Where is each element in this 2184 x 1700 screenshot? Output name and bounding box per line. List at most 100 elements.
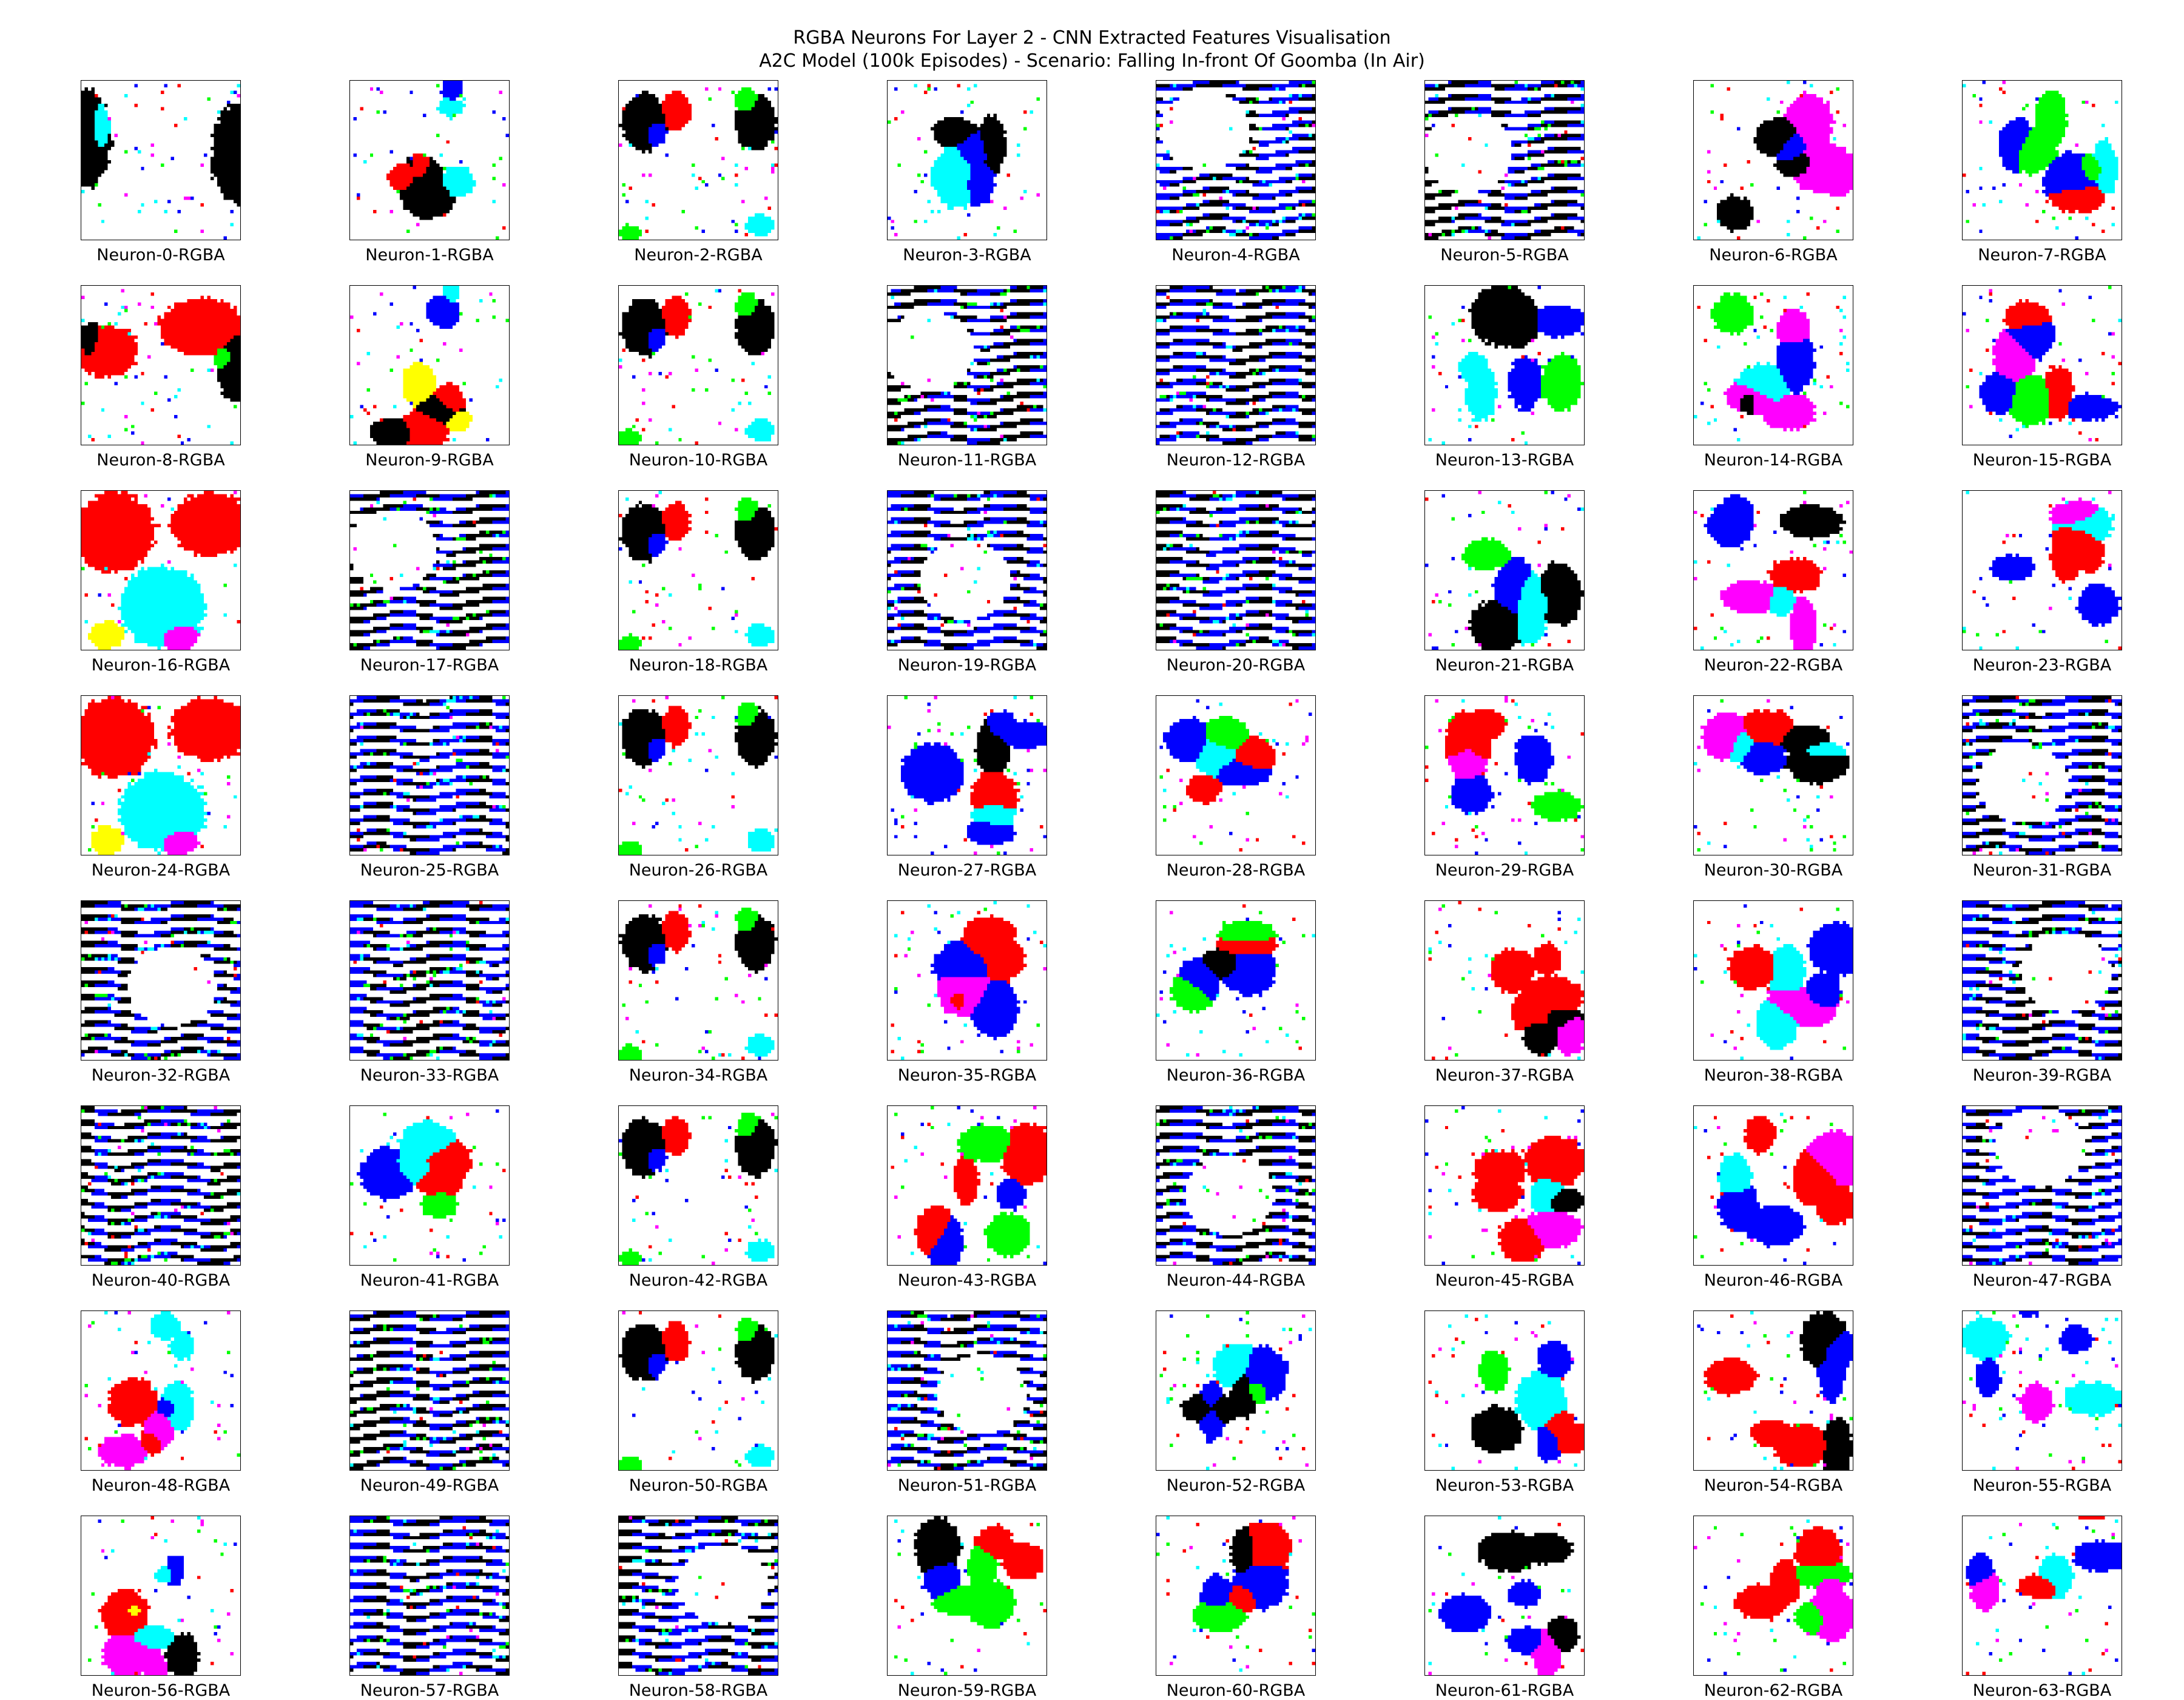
neuron-tile: Neuron-22-RGBA	[1693, 490, 1853, 675]
neuron-tile: Neuron-47-RGBA	[1962, 1105, 2122, 1290]
neuron-feature-map	[1962, 1516, 2122, 1676]
neuron-label: Neuron-63-RGBA	[1972, 1681, 2112, 1700]
neuron-feature-map	[1156, 900, 1316, 1061]
neuron-label: Neuron-46-RGBA	[1704, 1271, 1843, 1290]
neuron-label: Neuron-32-RGBA	[91, 1066, 231, 1085]
neuron-tile: Neuron-12-RGBA	[1156, 285, 1316, 470]
neuron-label: Neuron-2-RGBA	[634, 246, 763, 265]
neuron-label: Neuron-58-RGBA	[629, 1681, 768, 1700]
neuron-tile: Neuron-33-RGBA	[349, 900, 510, 1085]
neuron-tile: Neuron-13-RGBA	[1424, 285, 1585, 470]
neuron-tile: Neuron-37-RGBA	[1424, 900, 1585, 1085]
neuron-feature-map	[1424, 490, 1585, 650]
neuron-tile: Neuron-46-RGBA	[1693, 1105, 1853, 1290]
neuron-tile: Neuron-44-RGBA	[1156, 1105, 1316, 1290]
neuron-feature-map	[1156, 80, 1316, 240]
neuron-feature-map	[349, 1516, 510, 1676]
neuron-tile: Neuron-40-RGBA	[81, 1105, 241, 1290]
neuron-label: Neuron-52-RGBA	[1166, 1476, 1306, 1495]
neuron-feature-map	[887, 285, 1047, 445]
neuron-tile: Neuron-62-RGBA	[1693, 1516, 1853, 1700]
neuron-label: Neuron-12-RGBA	[1166, 451, 1306, 470]
neuron-tile: Neuron-1-RGBA	[349, 80, 510, 265]
neuron-feature-map	[1424, 1105, 1585, 1266]
neuron-feature-map	[1693, 285, 1853, 445]
neuron-tile: Neuron-5-RGBA	[1424, 80, 1585, 265]
neuron-tile: Neuron-16-RGBA	[81, 490, 241, 675]
neuron-tile: Neuron-4-RGBA	[1156, 80, 1316, 265]
neuron-feature-map	[1962, 80, 2122, 240]
neuron-tile: Neuron-21-RGBA	[1424, 490, 1585, 675]
neuron-label: Neuron-35-RGBA	[897, 1066, 1037, 1085]
neuron-feature-map	[618, 1310, 778, 1471]
neuron-label: Neuron-53-RGBA	[1435, 1476, 1574, 1495]
neuron-tile: Neuron-0-RGBA	[81, 80, 241, 265]
neuron-feature-map	[1424, 900, 1585, 1061]
neuron-feature-map	[887, 1105, 1047, 1266]
neuron-tile: Neuron-28-RGBA	[1156, 695, 1316, 880]
neuron-feature-map	[81, 1310, 241, 1471]
neuron-label: Neuron-49-RGBA	[360, 1476, 499, 1495]
neuron-tile: Neuron-41-RGBA	[349, 1105, 510, 1290]
neuron-tile: Neuron-54-RGBA	[1693, 1310, 1853, 1495]
neuron-feature-map	[1962, 1105, 2122, 1266]
neuron-feature-map	[618, 285, 778, 445]
neuron-feature-map	[81, 1105, 241, 1266]
neuron-label: Neuron-3-RGBA	[903, 246, 1031, 265]
neuron-tile: Neuron-25-RGBA	[349, 695, 510, 880]
neuron-label: Neuron-57-RGBA	[360, 1681, 499, 1700]
neuron-feature-map	[81, 695, 241, 855]
neuron-label: Neuron-56-RGBA	[91, 1681, 231, 1700]
neuron-feature-map	[1424, 1310, 1585, 1471]
neuron-label: Neuron-59-RGBA	[897, 1681, 1037, 1700]
neuron-tile: Neuron-63-RGBA	[1962, 1516, 2122, 1700]
neuron-label: Neuron-1-RGBA	[365, 246, 494, 265]
neuron-feature-map	[887, 80, 1047, 240]
neuron-tile: Neuron-53-RGBA	[1424, 1310, 1585, 1495]
neuron-feature-map	[1962, 285, 2122, 445]
neuron-tile: Neuron-48-RGBA	[81, 1310, 241, 1495]
neuron-tile: Neuron-32-RGBA	[81, 900, 241, 1085]
figure-title-line1: RGBA Neurons For Layer 2 - CNN Extracted…	[793, 27, 1391, 49]
neuron-label: Neuron-55-RGBA	[1972, 1476, 2112, 1495]
neuron-feature-map	[1424, 285, 1585, 445]
neuron-tile: Neuron-29-RGBA	[1424, 695, 1585, 880]
neuron-label: Neuron-61-RGBA	[1435, 1681, 1574, 1700]
neuron-label: Neuron-7-RGBA	[1978, 246, 2106, 265]
neuron-feature-map	[618, 1105, 778, 1266]
neuron-feature-map	[1962, 695, 2122, 855]
neuron-tile: Neuron-7-RGBA	[1962, 80, 2122, 265]
neuron-label: Neuron-26-RGBA	[629, 861, 768, 880]
neuron-tile: Neuron-14-RGBA	[1693, 285, 1853, 470]
neuron-feature-map	[618, 1516, 778, 1676]
neuron-label: Neuron-48-RGBA	[91, 1476, 231, 1495]
neuron-label: Neuron-40-RGBA	[91, 1271, 231, 1290]
neuron-tile: Neuron-58-RGBA	[618, 1516, 778, 1700]
neuron-tile: Neuron-23-RGBA	[1962, 490, 2122, 675]
neuron-label: Neuron-11-RGBA	[897, 451, 1037, 470]
neuron-tile: Neuron-34-RGBA	[618, 900, 778, 1085]
neuron-feature-map	[1156, 285, 1316, 445]
neuron-tile: Neuron-45-RGBA	[1424, 1105, 1585, 1290]
neuron-feature-map	[618, 80, 778, 240]
neuron-feature-map	[81, 285, 241, 445]
neuron-feature-map	[1693, 1105, 1853, 1266]
neuron-feature-map	[1156, 695, 1316, 855]
neuron-label: Neuron-27-RGBA	[897, 861, 1037, 880]
neuron-label: Neuron-21-RGBA	[1435, 656, 1574, 675]
neuron-label: Neuron-38-RGBA	[1704, 1066, 1843, 1085]
neuron-label: Neuron-9-RGBA	[365, 451, 494, 470]
neuron-feature-map	[1693, 80, 1853, 240]
neuron-label: Neuron-23-RGBA	[1972, 656, 2112, 675]
neuron-label: Neuron-10-RGBA	[629, 451, 768, 470]
neuron-feature-map	[1962, 490, 2122, 650]
neuron-label: Neuron-13-RGBA	[1435, 451, 1574, 470]
neuron-tile: Neuron-2-RGBA	[618, 80, 778, 265]
neuron-label: Neuron-60-RGBA	[1166, 1681, 1306, 1700]
neuron-label: Neuron-44-RGBA	[1166, 1271, 1306, 1290]
neuron-label: Neuron-45-RGBA	[1435, 1271, 1574, 1290]
neuron-feature-map	[618, 695, 778, 855]
neuron-tile: Neuron-30-RGBA	[1693, 695, 1853, 880]
neuron-feature-map	[618, 490, 778, 650]
neuron-feature-map	[349, 1310, 510, 1471]
